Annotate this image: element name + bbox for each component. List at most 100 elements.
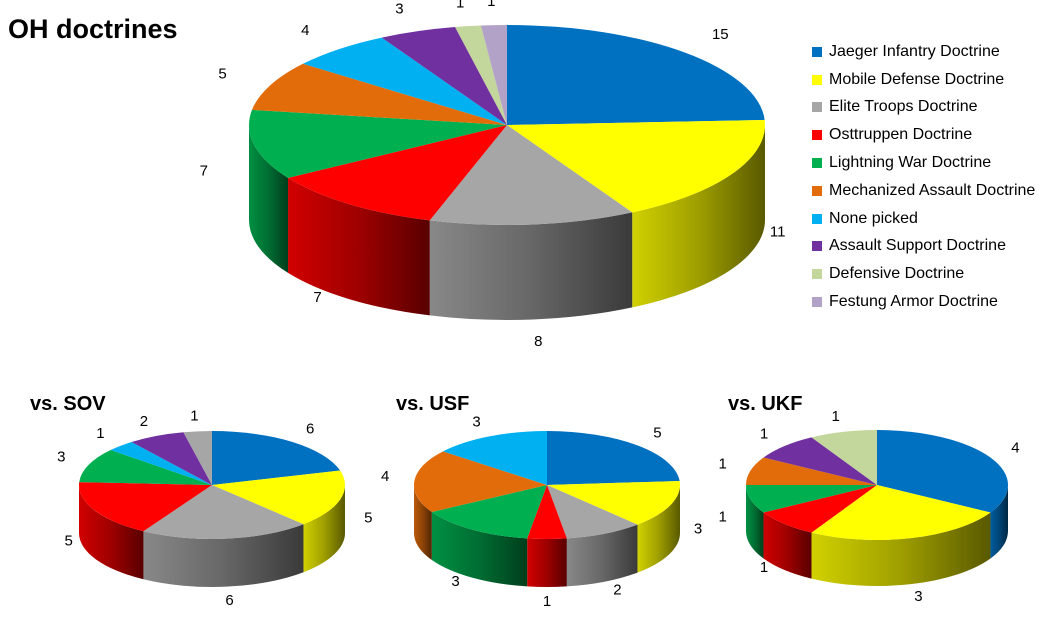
- data-label: 5: [364, 509, 372, 526]
- usf-chart-title: vs. USF: [396, 393, 470, 415]
- pie-slice: [143, 485, 304, 539]
- pie-slice-side: [143, 524, 304, 587]
- pie-slice-side: [811, 512, 991, 586]
- pie-slice-side: [566, 524, 638, 587]
- pie-slice: [381, 27, 507, 126]
- pie-slice-side: [414, 485, 432, 560]
- data-label: 15: [712, 26, 729, 43]
- data-label: 5: [653, 425, 661, 442]
- pie-slice: [547, 485, 638, 539]
- legend-swatch: [812, 46, 822, 57]
- pie-slice: [429, 125, 633, 225]
- pie-slice: [455, 25, 507, 125]
- pie-slice-side: [429, 212, 633, 321]
- pie-slice: [414, 451, 547, 512]
- legend-label: Lightning War Doctrine: [829, 154, 992, 172]
- data-label: 3: [914, 588, 922, 605]
- pie-slice-side: [527, 538, 567, 587]
- data-label: 1: [487, 0, 495, 10]
- data-label: 2: [140, 413, 148, 430]
- legend-swatch: [812, 74, 822, 85]
- legend-label: Assault Support Doctrine: [829, 237, 1006, 255]
- data-label: 1: [96, 425, 104, 442]
- legend-swatch: [812, 158, 822, 169]
- pie-slice-side: [79, 485, 144, 580]
- pie-slice: [746, 485, 877, 513]
- pie-slice-side: [637, 485, 680, 573]
- pie-slice: [811, 430, 877, 485]
- legend-entry: None picked: [812, 205, 1035, 233]
- data-label: 4: [381, 468, 389, 485]
- pie-slice: [212, 470, 345, 525]
- legend-entry: Elite Troops Doctrine: [812, 94, 1035, 122]
- data-label: 1: [718, 508, 726, 525]
- pie-slice-side: [746, 485, 764, 559]
- legend: Jaeger Infantry Doctrine Mobile Defense D…: [812, 38, 1035, 316]
- pie-chart-3: 4 3 1 1 1 1 1: [718, 408, 1019, 605]
- legend-swatch: [812, 241, 822, 252]
- data-label: 6: [225, 592, 233, 609]
- legend-label: Defensive Doctrine: [829, 265, 965, 283]
- legend-entry: Assault Support Doctrine: [812, 233, 1035, 261]
- pie-slice: [480, 25, 507, 125]
- pie-slice: [183, 431, 212, 485]
- data-label: 4: [301, 22, 309, 39]
- pie-slice: [877, 430, 1009, 513]
- data-label: 3: [472, 414, 480, 431]
- data-label: 3: [694, 521, 702, 538]
- data-label: 8: [534, 333, 542, 350]
- data-label: 1: [543, 593, 551, 610]
- pie-slice: [746, 457, 877, 485]
- pie-chart-2: 5 3 2 1 3 4 3: [381, 414, 702, 610]
- legend-label: Mechanized Assault Doctrine: [829, 181, 1036, 199]
- pie-slice: [288, 125, 507, 221]
- pie-slice: [763, 485, 877, 533]
- legend-label: Osttruppen Doctrine: [829, 126, 973, 144]
- pie-slice-side: [763, 512, 812, 579]
- legend-swatch: [812, 102, 822, 113]
- legend-entry: Festung Armor Doctrine: [812, 288, 1035, 316]
- data-label: 6: [306, 421, 314, 438]
- data-label: 1: [456, 0, 464, 11]
- legend-entry: Defensive Doctrine: [812, 260, 1035, 288]
- pie-slice-side: [249, 125, 289, 273]
- legend-swatch: [812, 297, 822, 308]
- pie-slice: [507, 119, 766, 213]
- data-label: 4: [1011, 439, 1019, 456]
- legend-label: Elite Troops Doctrine: [829, 98, 978, 116]
- pie-slice: [212, 431, 341, 485]
- pie-slice: [811, 485, 991, 540]
- data-label: 7: [200, 162, 208, 179]
- legend-swatch: [812, 130, 822, 141]
- legend-label: None picked: [829, 209, 918, 227]
- main-chart-title: OH doctrines: [8, 14, 178, 44]
- data-label: 1: [831, 408, 839, 425]
- pie-slice-side: [288, 177, 430, 316]
- data-label: 11: [770, 223, 786, 240]
- pie-chart-1: 6 5 6 5 3 1 2 1: [57, 408, 372, 610]
- legend-entry: Jaeger Infantry Doctrine: [812, 38, 1035, 66]
- data-label: 2: [613, 582, 621, 599]
- pie-slice: [131, 432, 212, 485]
- pie-slice-side: [990, 485, 1008, 559]
- legend-entry: Mobile Defense Doctrine: [812, 66, 1035, 94]
- data-label: 3: [57, 449, 65, 466]
- data-label: 5: [218, 66, 226, 83]
- sov-chart-title: vs. SOV: [30, 393, 106, 415]
- pie-slice: [527, 485, 567, 539]
- pie-slice-side: [431, 512, 528, 587]
- data-label: 7: [313, 289, 321, 306]
- legend-swatch: [812, 185, 822, 196]
- pie-slice: [763, 437, 877, 485]
- pie-slice: [110, 442, 212, 485]
- data-label: 3: [395, 0, 403, 17]
- ukf-chart-title: vs. UKF: [728, 393, 803, 415]
- pie-slice-side: [632, 125, 765, 308]
- pie-slice: [249, 109, 508, 178]
- pie-slice: [507, 25, 765, 125]
- pie-slice-side: [303, 485, 345, 573]
- data-label: 1: [190, 408, 198, 425]
- data-label: 1: [760, 426, 768, 443]
